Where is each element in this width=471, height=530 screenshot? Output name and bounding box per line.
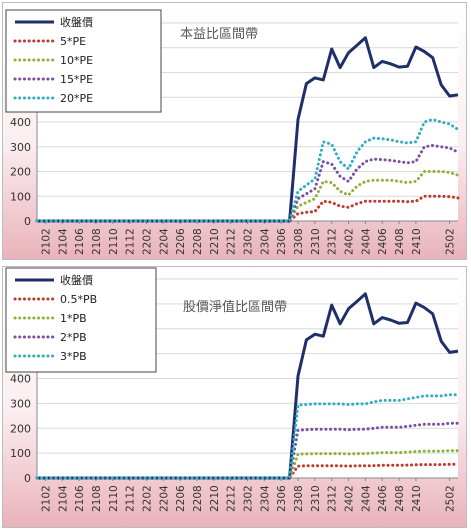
x-tick-label: 2202 (141, 228, 153, 255)
pb-band-chart-panel: 0100200300400500600700800210221042106210… (2, 266, 467, 528)
legend-box (5, 9, 162, 113)
y-tick-label: 100 (10, 190, 31, 203)
x-tick-label: 2110 (108, 485, 120, 512)
x-tick-label: 2306 (276, 485, 288, 512)
x-tick-label: 2104 (57, 228, 69, 255)
x-tick-label: 2304 (259, 485, 271, 512)
x-tick-label: 2406 (377, 485, 389, 512)
x-tick-label: 2212 (226, 485, 238, 512)
y-tick-label: 200 (10, 166, 31, 179)
legend-label: 收盤價 (60, 273, 93, 287)
chart-title: 本益比區間帶 (180, 27, 258, 42)
x-tick-label: 2308 (293, 485, 305, 512)
x-tick-label: 2210 (209, 228, 221, 255)
x-tick-label: 2112 (125, 485, 137, 512)
legend-label: 10*PE (60, 54, 93, 67)
x-tick-label: 2108 (91, 485, 103, 512)
x-tick-label: 2410 (411, 228, 423, 255)
legend-label: 收盤價 (60, 15, 93, 29)
pe-band-chart: 0100200300400500600700800210221042106210… (3, 3, 466, 259)
y-tick-label: 0 (24, 215, 31, 228)
legend-label: 0.5*PB (60, 293, 97, 306)
x-tick-label: 2110 (108, 228, 120, 255)
x-tick-label: 2310 (310, 485, 322, 512)
legend-box (5, 267, 157, 373)
pe-band-chart-panel: 0100200300400500600700800210221042106210… (2, 2, 467, 260)
legend-label: 15*PE (60, 73, 93, 86)
legend-label: 1*PB (60, 312, 87, 325)
chart-title: 股價淨值比區間帶 (183, 299, 287, 315)
y-tick-label: 300 (10, 397, 31, 410)
x-tick-label: 2304 (259, 228, 271, 255)
x-tick-label: 2106 (74, 228, 86, 255)
legend-label: 20*PE (60, 92, 93, 105)
x-tick-label: 2410 (411, 485, 423, 512)
x-tick-label: 2402 (344, 228, 356, 255)
legend: 收盤價 5*PE 10*PE 15*PE 20*PE (5, 9, 162, 113)
x-tick-label: 2104 (57, 485, 69, 512)
pb-band-chart: 0100200300400500600700800210221042106210… (3, 267, 466, 527)
x-tick-label: 2408 (394, 485, 406, 512)
x-tick-label: 2308 (293, 228, 305, 255)
x-tick-label: 2404 (360, 485, 372, 512)
x-tick-label: 2210 (209, 485, 221, 512)
x-tick-label: 2208 (192, 485, 204, 512)
legend-label: 2*PB (60, 331, 87, 344)
x-tick-label: 2212 (226, 228, 238, 255)
x-tick-label: 2108 (91, 228, 103, 255)
x-tick-label: 2102 (40, 485, 52, 512)
x-tick-label: 2502 (445, 485, 457, 512)
x-tick-label: 2312 (327, 228, 339, 255)
legend-label: 5*PE (60, 35, 86, 48)
x-tick-label: 2312 (327, 485, 339, 512)
x-tick-label: 2404 (360, 228, 372, 255)
legend: 收盤價 0.5*PB 1*PB 2*PB 3*PB (5, 267, 157, 373)
y-tick-label: 400 (10, 373, 31, 386)
x-tick-label: 2502 (445, 228, 457, 255)
x-tick-label: 2106 (74, 485, 86, 512)
x-tick-label: 2204 (158, 228, 170, 255)
y-tick-label: 200 (10, 422, 31, 435)
x-tick-label: 2208 (192, 228, 204, 255)
x-tick-label: 2202 (141, 485, 153, 512)
y-tick-label: 300 (10, 141, 31, 154)
x-tick-label: 2102 (40, 228, 52, 255)
y-tick-label: 100 (10, 447, 31, 460)
y-tick-label: 400 (10, 116, 31, 129)
series-line (35, 118, 460, 223)
x-tick-label: 2206 (175, 485, 187, 512)
x-tick-label: 2302 (243, 228, 255, 255)
x-tick-label: 2402 (344, 485, 356, 512)
x-tick-label: 2302 (243, 485, 255, 512)
x-tick-label: 2310 (310, 228, 322, 255)
x-tick-label: 2206 (175, 228, 187, 255)
legend-label: 3*PB (60, 350, 87, 363)
x-tick-label: 2406 (377, 228, 389, 255)
x-tick-label: 2112 (125, 228, 137, 255)
y-tick-label: 0 (24, 472, 31, 485)
series-line (35, 393, 460, 480)
x-tick-label: 2408 (394, 228, 406, 255)
x-tick-label: 2204 (158, 485, 170, 512)
x-tick-label: 2306 (276, 228, 288, 255)
